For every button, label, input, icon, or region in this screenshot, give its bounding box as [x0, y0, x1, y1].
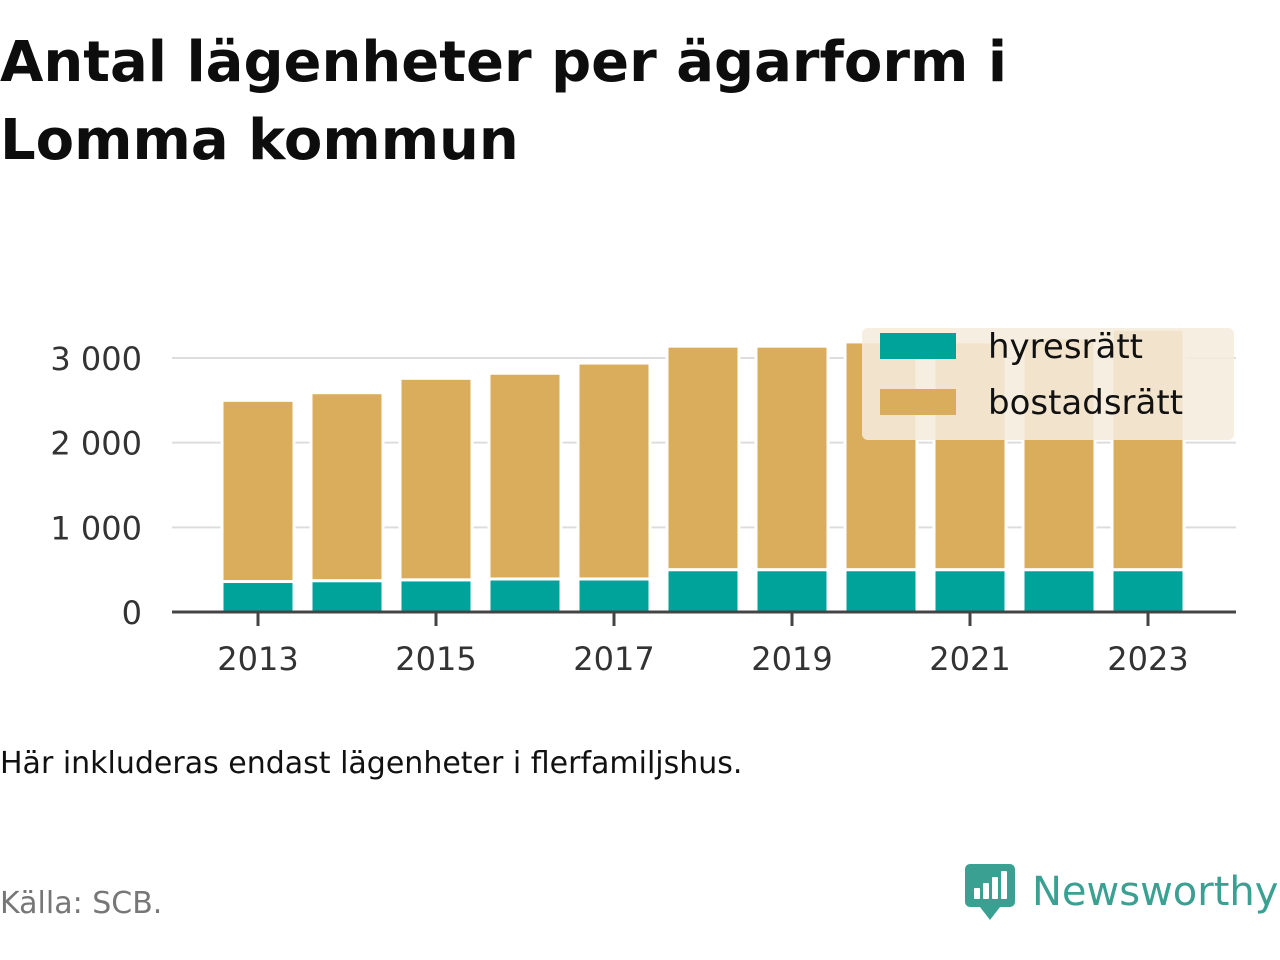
bar-segment [754, 568, 830, 614]
newsworthy-logo: Newsworthy [964, 862, 1278, 922]
bar-segment [665, 344, 741, 572]
bar-segment [1110, 568, 1186, 614]
stacked-bar-chart: 0 1 000 2 000 3 000 2013 2015 2017 2019 2021 2023… [50, 327, 1236, 678]
bar-segment [309, 579, 385, 614]
bar-segment [665, 568, 741, 614]
bar-segment [398, 376, 474, 582]
y-tick-label: 0 [122, 594, 142, 632]
x-tick-label: 2013 [217, 640, 298, 678]
legend-swatch [880, 333, 956, 359]
legend-label: hyresrätt [988, 327, 1143, 367]
bar-segment [487, 577, 563, 614]
legend-label: bostadsrätt [988, 383, 1183, 423]
newsworthy-logo-icon [965, 864, 1015, 920]
bar-segment [754, 344, 830, 572]
bar-segment [309, 391, 385, 583]
bar-segment [220, 398, 296, 584]
y-tick-label: 3 000 [50, 340, 142, 378]
bar-segment [576, 577, 652, 614]
bar-segment [576, 361, 652, 581]
legend-swatch [880, 389, 956, 415]
bar-segment [487, 371, 563, 581]
legend: hyresrätt bostadsrätt [862, 327, 1234, 440]
bar-segment [843, 568, 919, 614]
bar-segment [932, 568, 1008, 614]
y-tick-label: 1 000 [50, 509, 142, 547]
axes: 0 1 000 2 000 3 000 2013 2015 2017 2019 2021 2023 [50, 340, 1236, 678]
x-tick-label: 2015 [395, 640, 476, 678]
source-credit: Källa: SCB. [0, 886, 163, 921]
x-tick-label: 2021 [929, 640, 1010, 678]
chart-note: Här inkluderas endast lägenheter i flerf… [0, 746, 743, 781]
chart-title: Antal lägenheter per ägarform i Lomma ko… [0, 30, 1008, 173]
x-tick-label: 2017 [573, 640, 654, 678]
x-tick-label: 2023 [1107, 640, 1188, 678]
x-tick-label: 2019 [751, 640, 832, 678]
y-tick-label: 2 000 [50, 425, 142, 463]
brand-name: Newsworthy [1032, 869, 1279, 915]
bar-segment [220, 580, 296, 614]
bar-segment [1021, 568, 1097, 614]
bar-segment [398, 578, 474, 614]
